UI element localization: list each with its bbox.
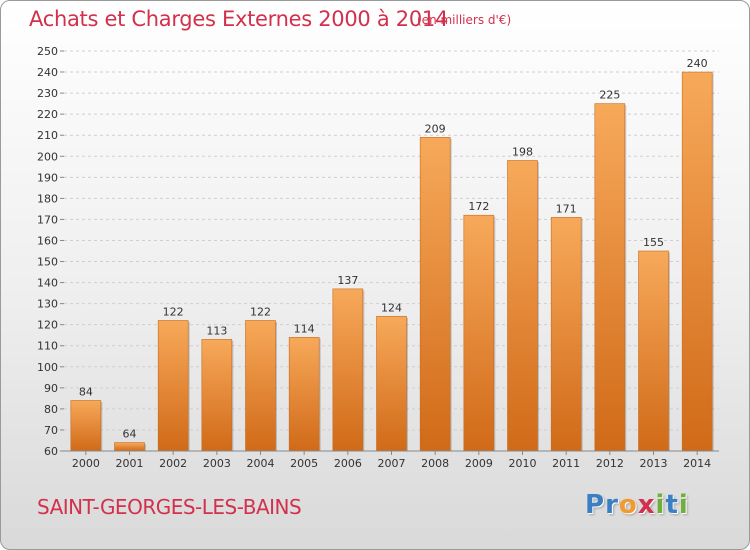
logo-letter: i bbox=[678, 490, 689, 520]
logo-letter: x bbox=[637, 490, 656, 520]
y-tick-label: 190 bbox=[37, 171, 58, 184]
bar bbox=[288, 337, 320, 452]
bar bbox=[550, 217, 582, 452]
y-tick-label: 160 bbox=[37, 234, 58, 247]
x-tick-label: 2014 bbox=[683, 457, 711, 470]
bar bbox=[681, 71, 713, 452]
y-tick-label: 100 bbox=[37, 361, 58, 374]
data-label: 240 bbox=[687, 57, 708, 70]
data-label: 122 bbox=[163, 305, 184, 318]
y-tick-label: 200 bbox=[37, 150, 58, 163]
chart-subtitle: (en milliers d'€) bbox=[417, 13, 512, 27]
data-label: 64 bbox=[123, 428, 137, 441]
x-tick-label: 2005 bbox=[290, 457, 318, 470]
data-label: 84 bbox=[79, 385, 93, 398]
y-tick-label: 250 bbox=[37, 45, 58, 58]
y-tick-label: 230 bbox=[37, 87, 58, 100]
data-label: 172 bbox=[468, 200, 489, 213]
x-tick-label: 2003 bbox=[203, 457, 231, 470]
chart-title: Achats et Charges Externes 2000 à 2014 bbox=[29, 7, 449, 31]
logo-letter: o bbox=[618, 490, 638, 520]
data-label: 209 bbox=[425, 122, 446, 135]
x-tick-label: 2013 bbox=[640, 457, 668, 470]
bar bbox=[376, 315, 407, 452]
y-tick-label: 70 bbox=[44, 424, 58, 437]
bar bbox=[332, 288, 364, 452]
data-label: 155 bbox=[643, 236, 664, 249]
x-tick-label: 2009 bbox=[465, 457, 493, 470]
y-tick-label: 60 bbox=[44, 445, 58, 458]
logo-letter: t bbox=[665, 490, 679, 520]
y-tick-label: 150 bbox=[37, 256, 58, 269]
bar bbox=[594, 103, 626, 452]
bar bbox=[114, 442, 145, 452]
x-tick-label: 2002 bbox=[159, 457, 187, 470]
y-tick-label: 110 bbox=[37, 340, 58, 353]
y-tick-label: 120 bbox=[37, 319, 58, 332]
y-tick-label: 170 bbox=[37, 213, 58, 226]
bar bbox=[419, 137, 451, 452]
bar bbox=[463, 214, 495, 452]
proxiti-logo[interactable]: Proxiti bbox=[585, 490, 689, 520]
data-label: 113 bbox=[206, 324, 227, 337]
y-tick-label: 130 bbox=[37, 298, 58, 311]
bars bbox=[70, 71, 714, 452]
x-tick-label: 2008 bbox=[421, 457, 449, 470]
y-tick-label: 240 bbox=[37, 66, 58, 79]
x-tick-label: 2004 bbox=[247, 457, 275, 470]
x-axis-ticks: 2000 2001 2002 2003 2004 2005 2006 2007 2008 2009… bbox=[72, 451, 711, 470]
y-tick-label: 210 bbox=[37, 129, 58, 142]
y-tick-label: 90 bbox=[44, 382, 58, 395]
x-tick-label: 2001 bbox=[116, 457, 144, 470]
data-label: 198 bbox=[512, 145, 533, 158]
data-labels: 84 64 122 113 122 114 137 124 209 172 198 171 225 155… bbox=[79, 57, 708, 441]
data-label: 122 bbox=[250, 305, 271, 318]
data-label: 171 bbox=[556, 202, 577, 215]
data-label: 225 bbox=[599, 89, 620, 102]
data-label: 137 bbox=[337, 274, 358, 287]
y-tick-label: 80 bbox=[44, 403, 58, 416]
bar bbox=[157, 320, 189, 452]
x-tick-label: 2010 bbox=[509, 457, 537, 470]
town-name: SAINT-GEORGES-LES-BAINS bbox=[37, 495, 302, 519]
y-axis-ticks: 60 70 80 90 100 110 120 130 140 150 160 170 180 190 20… bbox=[37, 45, 64, 458]
bar bbox=[70, 400, 102, 452]
x-tick-label: 2012 bbox=[596, 457, 624, 470]
x-tick-label: 2007 bbox=[378, 457, 406, 470]
data-label: 124 bbox=[381, 301, 402, 314]
x-tick-label: 2000 bbox=[72, 457, 100, 470]
bar bbox=[638, 250, 669, 452]
logo-letter: P bbox=[585, 490, 606, 520]
logo-letter: i bbox=[655, 490, 666, 520]
y-tick-label: 220 bbox=[37, 108, 58, 121]
y-tick-label: 140 bbox=[37, 277, 58, 290]
bar bbox=[507, 160, 538, 452]
y-tick-label: 180 bbox=[37, 192, 58, 205]
x-tick-label: 2006 bbox=[334, 457, 362, 470]
bar bbox=[245, 320, 276, 452]
x-tick-label: 2011 bbox=[552, 457, 580, 470]
logo-letter: r bbox=[605, 490, 619, 520]
data-label: 114 bbox=[294, 322, 315, 335]
bar bbox=[201, 339, 233, 452]
